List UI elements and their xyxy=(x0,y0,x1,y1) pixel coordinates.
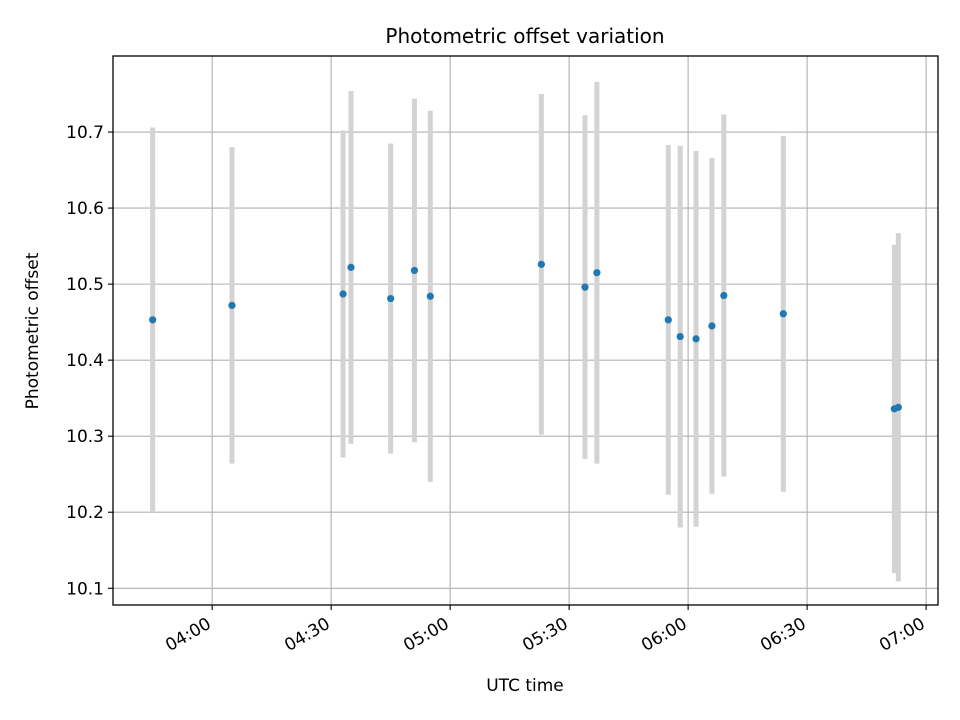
y-tick-label: 10.5 xyxy=(66,275,104,295)
y-tick-label: 10.1 xyxy=(66,579,104,599)
data-point xyxy=(708,322,716,330)
data-point xyxy=(339,290,347,298)
x-tick-label: 04:30 xyxy=(281,614,333,656)
grid xyxy=(113,56,938,605)
x-tick-label: 06:30 xyxy=(757,614,809,656)
data-point xyxy=(228,301,236,310)
data-point xyxy=(387,294,395,303)
data-point xyxy=(410,266,419,275)
x-tick-label: 07:00 xyxy=(876,614,928,656)
data-point xyxy=(676,332,684,341)
error-bars xyxy=(150,81,901,582)
y-tick-label: 10.6 xyxy=(66,199,104,219)
data-point xyxy=(593,269,601,277)
data-point xyxy=(720,291,728,300)
x-tick-label: 05:30 xyxy=(519,614,571,656)
y-tick-label: 10.4 xyxy=(66,351,104,371)
plot-frame xyxy=(112,55,939,606)
data-point xyxy=(894,403,902,411)
y-axis-label: Photometric offset xyxy=(23,252,43,409)
x-axis: 04:00 04:30 05:00 05:30 06:00 06:30 07:00 xyxy=(162,605,929,656)
data-point xyxy=(692,335,700,343)
data-point xyxy=(779,310,787,318)
x-tick-label: 05:00 xyxy=(400,614,452,656)
data-point xyxy=(426,292,434,300)
x-axis-label: UTC time xyxy=(486,676,564,696)
data-point xyxy=(664,316,672,324)
y-tick-label: 10.3 xyxy=(66,427,104,447)
y-tick-label: 10.7 xyxy=(66,123,104,143)
y-axis: 10.1 10.2 10.3 10.4 10.5 10.6 10.7 xyxy=(66,123,113,599)
x-tick-label: 04:00 xyxy=(162,614,214,656)
chart-title: Photometric offset variation xyxy=(385,24,664,48)
data-point xyxy=(581,283,589,291)
data-point xyxy=(149,316,157,324)
data-point xyxy=(347,263,355,271)
x-tick-label: 06:00 xyxy=(638,614,690,656)
data-point xyxy=(537,260,545,268)
y-tick-label: 10.2 xyxy=(66,503,104,523)
data-points xyxy=(149,260,902,413)
